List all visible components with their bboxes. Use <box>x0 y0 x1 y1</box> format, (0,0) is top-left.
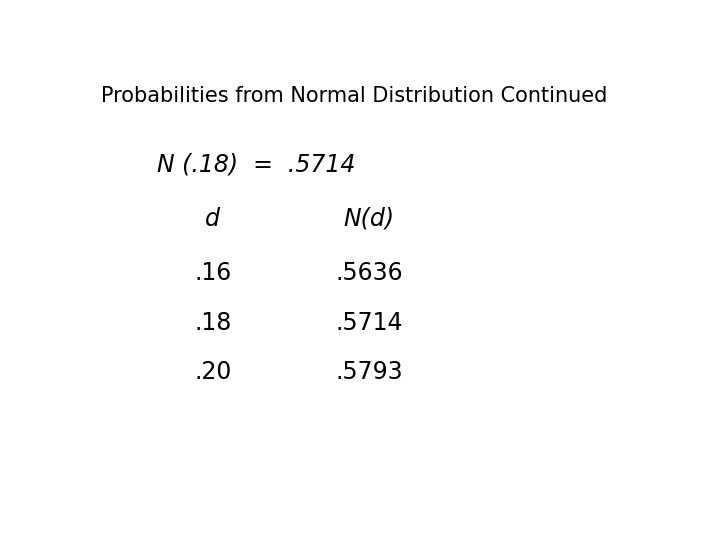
Text: .5714: .5714 <box>336 310 402 335</box>
Text: .18: .18 <box>194 310 231 335</box>
Text: .16: .16 <box>194 261 231 285</box>
Text: N (.18)  =  .5714: N (.18) = .5714 <box>157 153 356 177</box>
Text: .5793: .5793 <box>336 361 402 384</box>
Text: d: d <box>205 207 220 231</box>
Text: .5636: .5636 <box>336 261 402 285</box>
Text: .20: .20 <box>194 361 231 384</box>
Text: N(d): N(d) <box>343 207 395 231</box>
Text: Probabilities from Normal Distribution Continued: Probabilities from Normal Distribution C… <box>101 85 608 106</box>
